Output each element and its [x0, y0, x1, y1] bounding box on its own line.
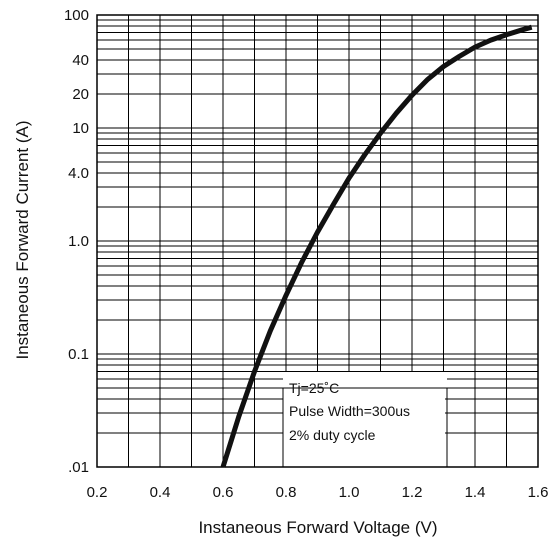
y-tick-label: 40 — [72, 52, 89, 69]
y-tick-label: 10 — [72, 120, 89, 137]
annotation-pulse-width: Pulse Width=300us — [289, 403, 410, 419]
x-tick-label: 0.6 — [213, 484, 234, 501]
x-tick-label: 0.4 — [150, 484, 171, 501]
y-tick-label: 20 — [72, 86, 89, 103]
x-tick-label: 1.2 — [402, 484, 423, 501]
x-tick-label: 1.0 — [339, 484, 360, 501]
x-tick-label: 0.8 — [276, 484, 297, 501]
y-axis-title: Instaneous Forward Current (A) — [13, 120, 32, 359]
y-tick-label: 0.1 — [68, 346, 89, 363]
y-tick-label: 1.0 — [68, 233, 89, 250]
x-tick-label: 1.6 — [528, 484, 549, 501]
x-tick-labels: 0.2 0.4 0.6 0.8 1.0 1.2 1.4 1.6 — [87, 484, 549, 501]
y-tick-label: 4.0 — [68, 165, 89, 182]
annotation-duty-cycle: 2% duty cycle — [289, 427, 376, 443]
y-tick-label: .01 — [68, 459, 89, 476]
x-tick-label: 0.2 — [87, 484, 108, 501]
x-axis-title: Instaneous Forward Voltage (V) — [198, 518, 437, 537]
annotation-temperature: Tj=25˚C — [289, 380, 339, 396]
y-tick-labels: .01 0.1 1.0 4.0 10 20 40 100 — [64, 7, 89, 476]
x-tick-label: 1.4 — [465, 484, 486, 501]
plot-frame — [96, 14, 539, 468]
y-tick-label: 100 — [64, 7, 89, 24]
series-line — [220, 24, 533, 468]
annotation-box-lines — [282, 387, 538, 467]
